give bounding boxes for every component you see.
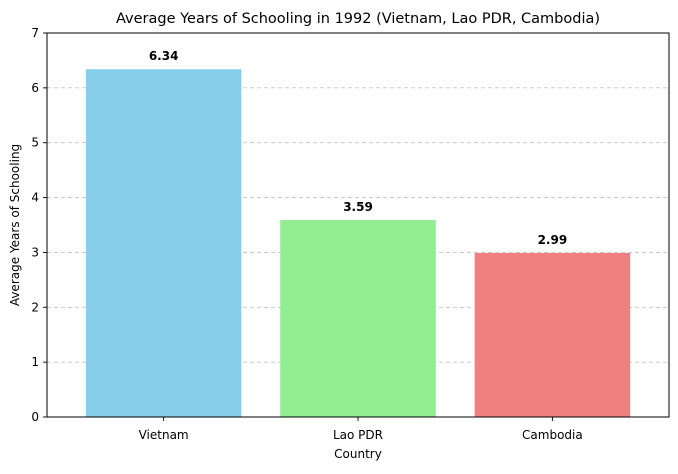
chart-title: Average Years of Schooling in 1992 (Viet… [116, 11, 600, 27]
x-tick-label: Vietnam [139, 428, 189, 442]
y-axis-ticks: 0 1 2 3 4 5 6 7 [31, 26, 47, 424]
bar-cambodia [474, 252, 631, 417]
x-axis-ticks: Vietnam Lao PDR Cambodia [139, 417, 583, 442]
y-tick-label: 7 [31, 26, 39, 40]
x-tick-label: Lao PDR [333, 428, 383, 442]
data-label: 2.99 [538, 233, 568, 247]
x-tick-label: Cambodia [522, 428, 583, 442]
y-tick-label: 6 [31, 81, 39, 95]
y-tick-label: 2 [31, 300, 39, 314]
bar-lao-pdr [280, 220, 436, 417]
data-label: 6.34 [149, 49, 179, 63]
y-tick-label: 1 [31, 355, 39, 369]
y-axis-label: Average Years of Schooling [8, 144, 22, 306]
y-tick-label: 3 [31, 245, 39, 259]
y-tick-label: 4 [31, 191, 39, 205]
bars [85, 69, 631, 417]
y-tick-label: 0 [31, 410, 39, 424]
data-label: 3.59 [343, 200, 373, 214]
bar-vietnam [85, 69, 242, 417]
y-tick-label: 5 [31, 136, 39, 150]
x-axis-label: Country [334, 447, 382, 461]
data-labels: 6.34 3.59 2.99 [149, 49, 567, 247]
